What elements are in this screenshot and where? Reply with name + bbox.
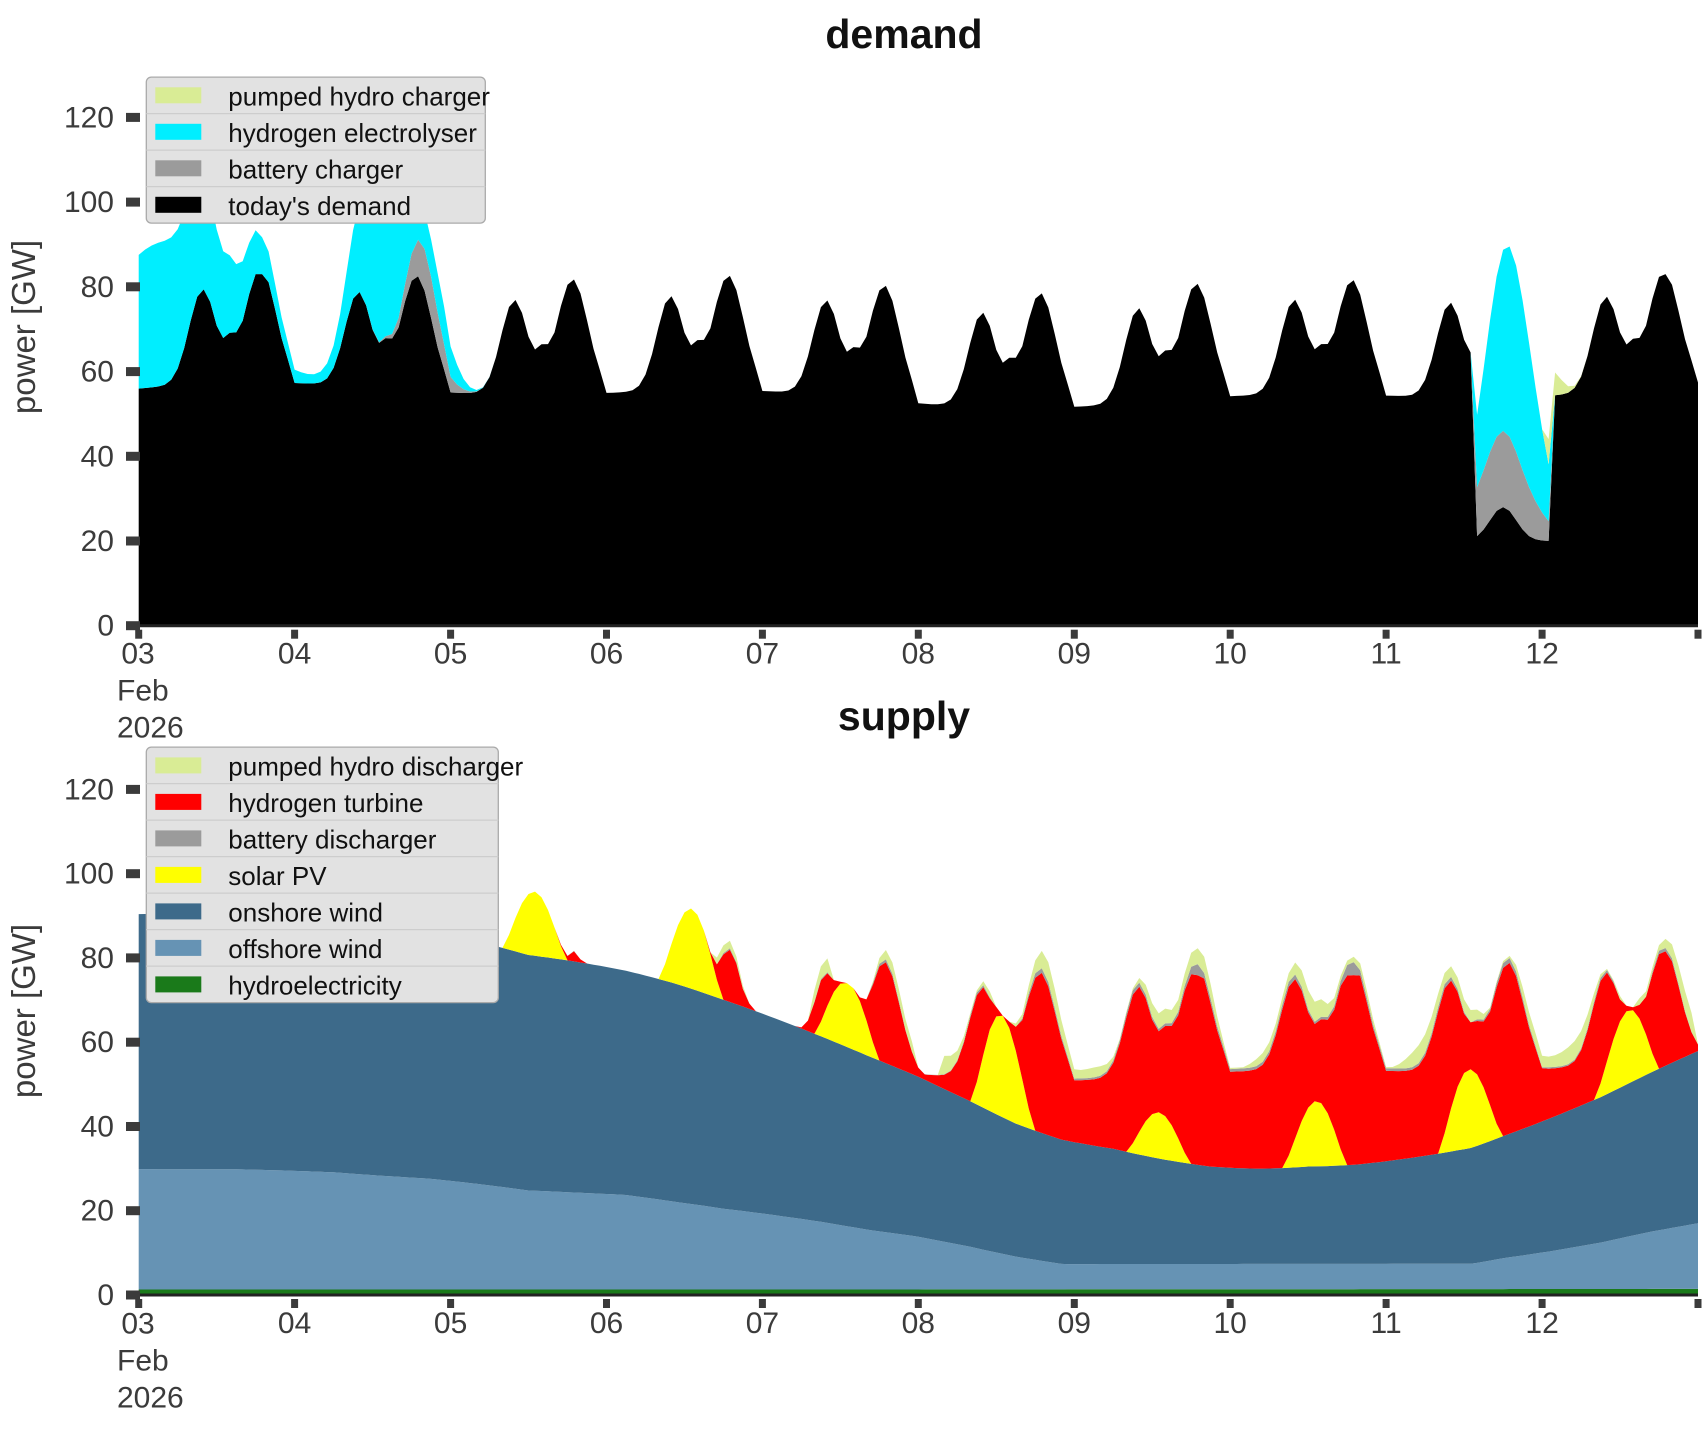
svg-text:07: 07 <box>746 638 779 671</box>
svg-text:2026: 2026 <box>117 712 184 745</box>
svg-text:11: 11 <box>1371 638 1402 671</box>
svg-text:10: 10 <box>1214 638 1247 671</box>
svg-text:power [GW]: power [GW] <box>5 240 42 414</box>
svg-text:100: 100 <box>64 186 114 219</box>
svg-text:08: 08 <box>902 638 935 671</box>
svg-text:03: 03 <box>121 1308 154 1341</box>
svg-text:hydroelectricity: hydroelectricity <box>228 970 401 1000</box>
svg-text:power [GW]: power [GW] <box>5 924 42 1098</box>
svg-text:12: 12 <box>1525 638 1558 671</box>
svg-text:04: 04 <box>278 1307 311 1340</box>
svg-text:06: 06 <box>590 1307 623 1340</box>
svg-text:demand: demand <box>825 11 982 57</box>
svg-text:battery discharger: battery discharger <box>228 824 436 854</box>
svg-text:0: 0 <box>97 610 114 643</box>
svg-text:Feb: Feb <box>117 675 169 708</box>
svg-text:09: 09 <box>1058 1307 1091 1340</box>
svg-text:06: 06 <box>590 638 623 671</box>
svg-text:hydrogen turbine: hydrogen turbine <box>228 788 423 818</box>
svg-text:12: 12 <box>1525 1307 1558 1340</box>
svg-text:80: 80 <box>81 271 114 304</box>
svg-text:05: 05 <box>434 638 467 671</box>
svg-text:40: 40 <box>81 1111 114 1144</box>
svg-text:05: 05 <box>434 1307 467 1340</box>
svg-text:120: 120 <box>64 101 114 134</box>
svg-text:pumped hydro charger: pumped hydro charger <box>228 81 490 111</box>
svg-text:07: 07 <box>746 1307 779 1340</box>
svg-text:20: 20 <box>81 1195 114 1228</box>
svg-text:09: 09 <box>1058 638 1091 671</box>
svg-text:11: 11 <box>1371 1307 1402 1340</box>
svg-text:offshore wind: offshore wind <box>228 934 382 964</box>
svg-text:20: 20 <box>81 525 114 558</box>
svg-text:pumped hydro discharger: pumped hydro discharger <box>228 751 523 781</box>
svg-text:120: 120 <box>64 773 114 806</box>
svg-text:onshore wind: onshore wind <box>228 897 383 927</box>
svg-text:battery charger: battery charger <box>228 154 403 184</box>
svg-text:100: 100 <box>64 858 114 891</box>
svg-text:08: 08 <box>902 1307 935 1340</box>
svg-text:0: 0 <box>97 1279 114 1312</box>
svg-text:supply: supply <box>838 693 970 739</box>
svg-text:solar PV: solar PV <box>228 861 327 891</box>
svg-text:80: 80 <box>81 942 114 975</box>
svg-text:hydrogen electrolyser: hydrogen electrolyser <box>228 118 477 148</box>
svg-text:60: 60 <box>81 356 114 389</box>
svg-text:03: 03 <box>121 638 154 671</box>
svg-text:2026: 2026 <box>117 1382 184 1415</box>
svg-text:Feb: Feb <box>117 1345 169 1378</box>
svg-text:04: 04 <box>278 638 311 671</box>
svg-text:10: 10 <box>1214 1307 1247 1340</box>
svg-text:60: 60 <box>81 1026 114 1059</box>
svg-text:40: 40 <box>81 440 114 473</box>
svg-text:today's demand: today's demand <box>228 191 411 221</box>
